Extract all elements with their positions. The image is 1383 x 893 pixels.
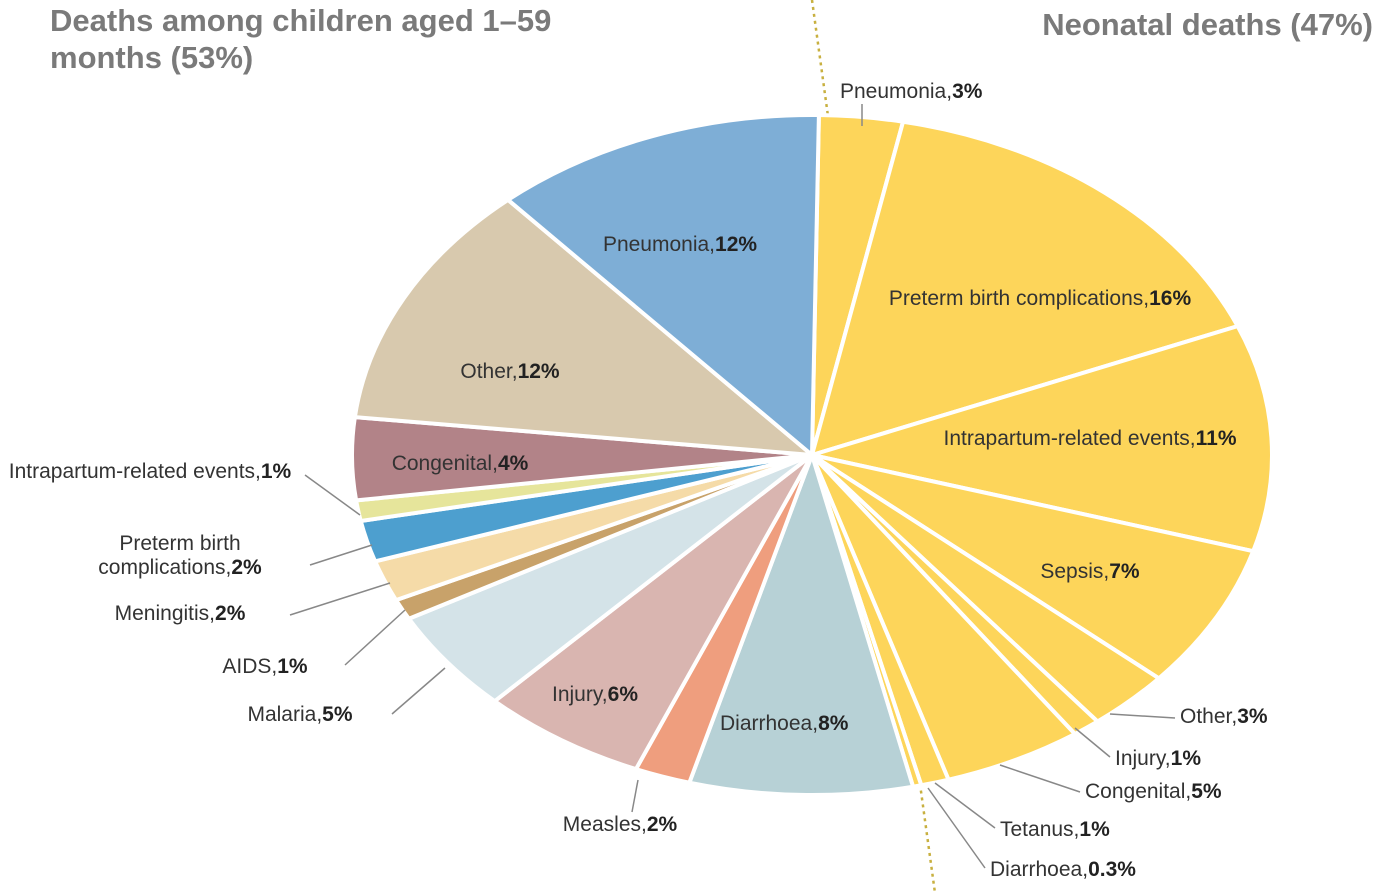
value-label: 11% xyxy=(1195,427,1237,450)
category-label: Diarrhoea, xyxy=(720,712,819,735)
slice-label: Tetanus,1% xyxy=(1000,818,1200,842)
value-label: 1% xyxy=(260,460,292,483)
value-label: 1% xyxy=(1170,747,1201,770)
leader-line xyxy=(999,764,1081,793)
leader-line xyxy=(344,609,406,666)
category-label: Meningitis, xyxy=(114,602,216,625)
value-label: 1% xyxy=(1079,818,1110,841)
slice-label: Pneumonia,3% xyxy=(840,80,1080,104)
leader-line xyxy=(289,582,391,616)
slice-label: Sepsis,7% xyxy=(1010,560,1170,584)
slice-label: Measles,2% xyxy=(520,813,720,837)
category-label: AIDS, xyxy=(222,655,278,678)
chart-title: Deaths among children aged 1–59 months (… xyxy=(50,3,552,75)
slice-label: Intrapartum-related events,1% xyxy=(0,460,300,484)
value-label: 2% xyxy=(215,602,246,625)
value-label: 2% xyxy=(231,556,262,579)
category-label: Intrapartum-related events, xyxy=(8,460,261,483)
value-label: 7% xyxy=(1109,560,1140,583)
category-label: Preterm birth complications, xyxy=(98,532,241,579)
value-label: 1% xyxy=(277,655,308,678)
value-label: 0.3% xyxy=(1088,858,1136,881)
pie-slice xyxy=(809,119,1241,458)
slice-label: Preterm birth complications,2% xyxy=(40,532,320,580)
category-label: Pneumonia, xyxy=(840,80,953,103)
leader-line xyxy=(1109,713,1176,719)
pie-slice xyxy=(686,448,916,797)
pie-slice xyxy=(504,113,821,460)
category-label: Congenital, xyxy=(1085,780,1192,803)
leader-line xyxy=(304,474,361,516)
category-label: Tetanus, xyxy=(1000,818,1080,841)
slice-label: Meningitis,2% xyxy=(60,602,300,626)
category-label: Intrapartum-related events, xyxy=(943,427,1196,450)
leader-line xyxy=(927,787,986,869)
category-label: Diarrhoea, xyxy=(990,858,1089,881)
leader-line xyxy=(1074,727,1111,758)
value-label: 12% xyxy=(715,233,758,256)
category-label: Injury, xyxy=(1115,747,1171,770)
pie-slice xyxy=(810,453,1256,681)
category-label: Measles, xyxy=(562,813,647,836)
pie-slice xyxy=(491,453,814,772)
value-label: 6% xyxy=(607,683,638,706)
leader-line xyxy=(309,544,373,566)
value-label: 12% xyxy=(517,360,560,383)
slice-label: Congenital,5% xyxy=(1085,780,1335,804)
category-label: Preterm birth complications, xyxy=(888,287,1150,310)
slice-label: Malaria,5% xyxy=(200,703,400,727)
leader-line xyxy=(391,667,446,715)
value-label: 2% xyxy=(646,813,678,836)
value-label: 5% xyxy=(322,703,353,726)
value-label: 8% xyxy=(818,712,849,735)
slice-label: Pneumonia,12% xyxy=(540,233,820,257)
category-label: Pneumonia, xyxy=(602,233,716,256)
slice-label: Diarrhoea,8% xyxy=(720,712,848,736)
value-label: 4% xyxy=(497,452,529,475)
slice-label: AIDS,1% xyxy=(190,655,340,679)
value-label: 3% xyxy=(952,80,983,103)
slice-label: Intrapartum-related events,11% xyxy=(930,427,1250,451)
category-label: Sepsis, xyxy=(1040,560,1110,583)
slice-label: Congenital,4% xyxy=(340,452,580,476)
value-label: 5% xyxy=(1191,780,1222,803)
leader-line xyxy=(631,779,639,813)
slice-label: Injury,6% xyxy=(520,683,670,707)
category-label: Other, xyxy=(1180,705,1238,728)
value-label: 16% xyxy=(1149,287,1192,310)
slice-label: Injury,1% xyxy=(1115,747,1315,771)
category-label: Injury, xyxy=(552,683,608,706)
slice-label: Diarrhoea,0.3% xyxy=(990,858,1240,882)
slice-label: Preterm birth complications,16% xyxy=(880,287,1200,311)
slice-label: Other,12% xyxy=(410,360,610,384)
chart-title: Neonatal deaths (47%) xyxy=(1042,7,1373,42)
pie-slice xyxy=(352,197,819,458)
value-label: 3% xyxy=(1237,705,1268,728)
leader-line xyxy=(934,782,996,829)
slice-label: Other,3% xyxy=(1180,705,1380,729)
category-label: Malaria, xyxy=(247,703,323,726)
category-label: Other, xyxy=(460,360,518,383)
category-label: Congenital, xyxy=(391,452,498,475)
pie-slice xyxy=(804,323,1274,554)
